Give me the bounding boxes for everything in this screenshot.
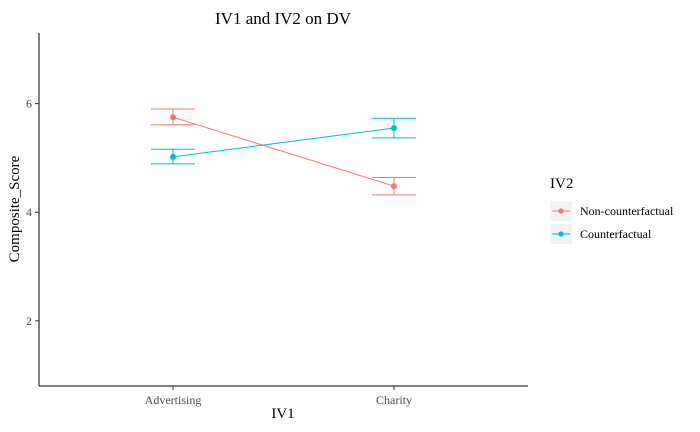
y-axis-title: Composite_Score: [7, 155, 23, 262]
y-axis-ticks: 2 4 6: [26, 97, 39, 328]
chart-title: IV1 and IV2 on DV: [215, 9, 352, 28]
legend-items: Non-counterfactual Counterfactual: [550, 201, 674, 244]
x-tick-label: Charity: [376, 393, 412, 407]
data-point: [170, 114, 176, 121]
legend-key-point: [558, 231, 564, 237]
x-tick-label: Advertising: [145, 393, 202, 407]
data-point: [170, 153, 176, 160]
series-layer: [151, 108, 416, 196]
y-tick-label: 6: [26, 97, 32, 111]
legend-key-point: [558, 208, 564, 214]
data-point: [391, 183, 397, 190]
legend-item: Counterfactual: [550, 224, 652, 244]
legend-label: Counterfactual: [580, 227, 652, 241]
legend: IV2 Non-counterfactual Counterfactual: [550, 176, 674, 244]
x-axis-title: IV1: [271, 406, 294, 422]
series-0: [151, 108, 416, 196]
series-line: [172, 127, 395, 158]
legend-label: Non-counterfactual: [580, 204, 674, 218]
legend-item: Non-counterfactual: [550, 201, 674, 221]
series-1: [151, 117, 416, 165]
x-axis-ticks: Advertising Charity: [145, 386, 412, 407]
legend-title: IV2: [550, 176, 573, 192]
y-tick-label: 2: [26, 314, 32, 328]
data-point: [391, 125, 397, 132]
y-tick-label: 4: [26, 205, 32, 219]
series-line: [172, 116, 395, 187]
